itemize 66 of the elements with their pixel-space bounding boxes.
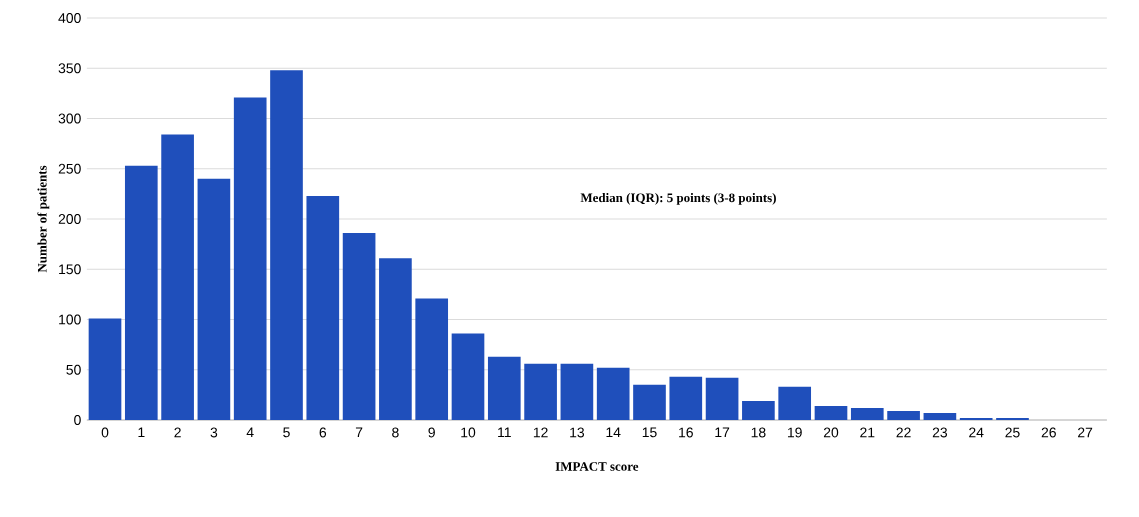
- x-tick-label: 17: [715, 427, 730, 438]
- x-tick-label: 16: [679, 427, 693, 438]
- bar: [633, 384, 666, 420]
- x-tick-label: 21: [860, 427, 875, 438]
- bar: [560, 363, 594, 420]
- bar: [161, 134, 194, 420]
- bar: [487, 356, 521, 420]
- x-tick-label: 25: [1005, 427, 1020, 438]
- bar: [778, 386, 812, 420]
- x-tick-label: 4: [246, 427, 254, 438]
- x-tick-label: 18: [751, 427, 766, 438]
- x-tick-label: 2: [174, 427, 181, 438]
- x-tick-label: 7: [355, 427, 363, 438]
- bar: [596, 367, 630, 420]
- bar: [524, 363, 557, 420]
- bar: [379, 258, 412, 420]
- x-axis-title: IMPACT score: [555, 462, 639, 471]
- y-tick-label: 0: [74, 415, 81, 425]
- x-tick-label: 27: [1078, 427, 1093, 438]
- bar: [705, 377, 739, 420]
- x-tick-label: 5: [283, 427, 290, 438]
- y-tick-label: 50: [66, 364, 81, 375]
- bar: [814, 405, 848, 420]
- bar: [342, 233, 376, 420]
- x-tick-label: 6: [319, 427, 327, 438]
- y-tick-label: 100: [59, 314, 81, 325]
- x-tick-label: 20: [823, 427, 839, 438]
- x-tick-label: 11: [498, 427, 511, 438]
- bar: [669, 376, 703, 420]
- x-tick-label: 12: [533, 427, 548, 438]
- y-tick-label: 150: [59, 264, 81, 275]
- bar: [415, 298, 449, 420]
- bar: [270, 70, 303, 420]
- bar: [233, 97, 267, 420]
- x-tick-label: 13: [570, 427, 585, 438]
- bar: [88, 318, 122, 420]
- x-tick-label: 24: [969, 427, 984, 438]
- y-tick-label: 350: [58, 63, 81, 74]
- bar: [923, 412, 957, 420]
- bar: [197, 178, 231, 420]
- x-tick-label: 9: [428, 427, 435, 438]
- bar: [959, 417, 993, 420]
- x-tick-label: 8: [392, 427, 399, 438]
- bar: [996, 417, 1029, 420]
- x-tick-label: 10: [461, 427, 476, 438]
- x-tick-label: 19: [787, 427, 802, 438]
- bar: [887, 410, 920, 420]
- annotation: Median (IQR): 5 points (3-8 points): [580, 193, 776, 205]
- y-tick-label: 200: [58, 214, 81, 224]
- bar: [124, 165, 158, 420]
- x-tick-label: 23: [932, 427, 948, 438]
- x-tick-label: 3: [210, 427, 218, 438]
- bar: [306, 195, 340, 420]
- x-tick-label: 14: [606, 427, 621, 438]
- x-tick-label: 0: [101, 427, 109, 438]
- y-tick-label: 250: [58, 163, 81, 174]
- x-tick-label: 26: [1041, 427, 1056, 438]
- y-tick-label: 300: [58, 113, 81, 124]
- y-axis-title: Number of patients: [37, 165, 50, 273]
- bar: [451, 333, 485, 420]
- bar: [850, 407, 884, 420]
- x-tick-label: 1: [138, 427, 145, 438]
- x-tick-label: 15: [642, 427, 657, 438]
- bar: [742, 400, 775, 420]
- x-tick-label: 22: [896, 427, 911, 438]
- y-tick-label: 400: [58, 13, 81, 23]
